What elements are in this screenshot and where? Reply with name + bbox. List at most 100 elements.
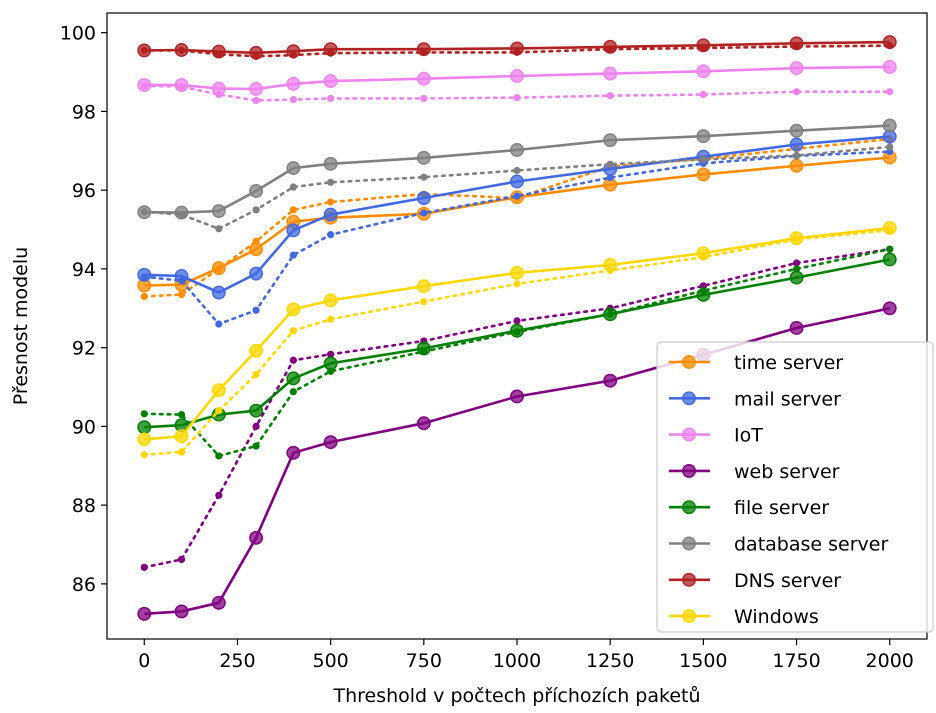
- data-point-small: [289, 388, 297, 396]
- data-point: [416, 150, 431, 165]
- data-point: [789, 158, 804, 173]
- data-point-small: [327, 94, 335, 103]
- series-dotted-line: [143, 247, 892, 458]
- series-database-server: [137, 118, 897, 233]
- legend-label: IoT: [734, 425, 763, 447]
- data-point: [174, 429, 189, 444]
- series-dotted-line: [143, 145, 892, 231]
- data-point: [510, 389, 524, 404]
- data-point: [882, 301, 897, 316]
- data-point: [323, 293, 338, 308]
- data-point: [882, 252, 897, 267]
- legend-box: [656, 341, 934, 633]
- data-point-small: [513, 94, 521, 102]
- data-point-small: [289, 206, 297, 214]
- data-point: [789, 321, 804, 335]
- series-file-server: [137, 245, 897, 460]
- data-point: [137, 606, 152, 621]
- data-point-small: [420, 297, 428, 306]
- data-point-small: [886, 88, 894, 96]
- data-point: [789, 123, 804, 138]
- legend-item: file server: [669, 497, 829, 519]
- data-point-small: [327, 198, 335, 206]
- data-point: [882, 35, 897, 50]
- series-windows: [137, 221, 897, 459]
- data-point: [211, 204, 226, 218]
- data-point: [137, 267, 152, 282]
- series-dotted-line: [143, 44, 892, 58]
- legend-marker: [682, 572, 696, 587]
- data-point: [137, 420, 152, 435]
- data-point: [696, 64, 711, 79]
- data-point: [882, 59, 897, 74]
- data-point-small: [420, 94, 428, 103]
- series-dotted-line: [143, 150, 892, 326]
- data-point: [286, 371, 301, 386]
- x-tick-label: 1750: [772, 650, 820, 672]
- data-point-small: [327, 350, 335, 358]
- data-point-small: [420, 209, 428, 217]
- legend-label: time server: [734, 352, 843, 374]
- y-tick-label: 86: [72, 574, 96, 596]
- data-point-small: [289, 356, 297, 364]
- data-point: [416, 279, 431, 294]
- y-tick-label: 88: [72, 495, 96, 517]
- data-point-small: [606, 160, 614, 168]
- data-point-small: [327, 231, 335, 239]
- data-point: [174, 269, 189, 283]
- legend-item: Windows: [669, 606, 819, 628]
- data-point-small: [327, 315, 335, 323]
- series-iot: [137, 59, 897, 105]
- data-point: [789, 270, 804, 285]
- data-point-small: [252, 96, 260, 105]
- data-point: [510, 69, 524, 83]
- data-point-small: [513, 280, 521, 288]
- x-tick-label: 500: [313, 650, 349, 672]
- data-point-small: [420, 173, 428, 181]
- y-tick-label: 94: [72, 259, 96, 281]
- data-point-small: [513, 166, 521, 175]
- data-point-small: [252, 206, 260, 214]
- x-tick-label: 1500: [679, 650, 727, 672]
- data-point: [510, 41, 524, 56]
- data-point: [211, 81, 226, 96]
- data-point-small: [327, 178, 335, 186]
- legend-label: DNS server: [734, 570, 841, 592]
- data-point-small: [606, 173, 614, 182]
- data-point: [174, 205, 189, 220]
- series-dotted-line: [143, 247, 892, 569]
- data-point-small: [252, 442, 260, 450]
- data-point: [696, 167, 711, 182]
- data-point: [416, 42, 431, 57]
- legend-marker: [682, 391, 696, 406]
- data-point: [323, 74, 338, 89]
- data-point: [603, 258, 618, 272]
- data-point: [211, 261, 226, 276]
- legend-label: Windows: [734, 606, 819, 628]
- data-point: [286, 302, 301, 317]
- legend-marker: [682, 536, 696, 551]
- data-point: [416, 71, 431, 86]
- data-point: [323, 435, 338, 450]
- x-tick-label: 1250: [586, 650, 634, 672]
- data-point-small: [177, 448, 186, 456]
- data-point: [696, 129, 711, 144]
- data-point: [416, 416, 431, 431]
- legend-item: mail server: [669, 388, 841, 410]
- series-mail-server: [137, 129, 897, 328]
- data-point: [416, 191, 431, 205]
- data-point-small: [140, 410, 148, 418]
- series-dotted-line: [143, 137, 892, 298]
- data-point: [137, 432, 152, 447]
- data-point-small: [886, 143, 894, 151]
- data-point: [696, 38, 711, 53]
- data-point: [286, 161, 301, 176]
- series-dotted-line: [143, 84, 892, 102]
- data-point-small: [252, 422, 260, 430]
- data-point-small: [606, 92, 614, 100]
- legend-item: IoT: [669, 425, 763, 447]
- data-point-small: [289, 183, 297, 191]
- data-point: [286, 223, 301, 238]
- data-point: [137, 205, 152, 220]
